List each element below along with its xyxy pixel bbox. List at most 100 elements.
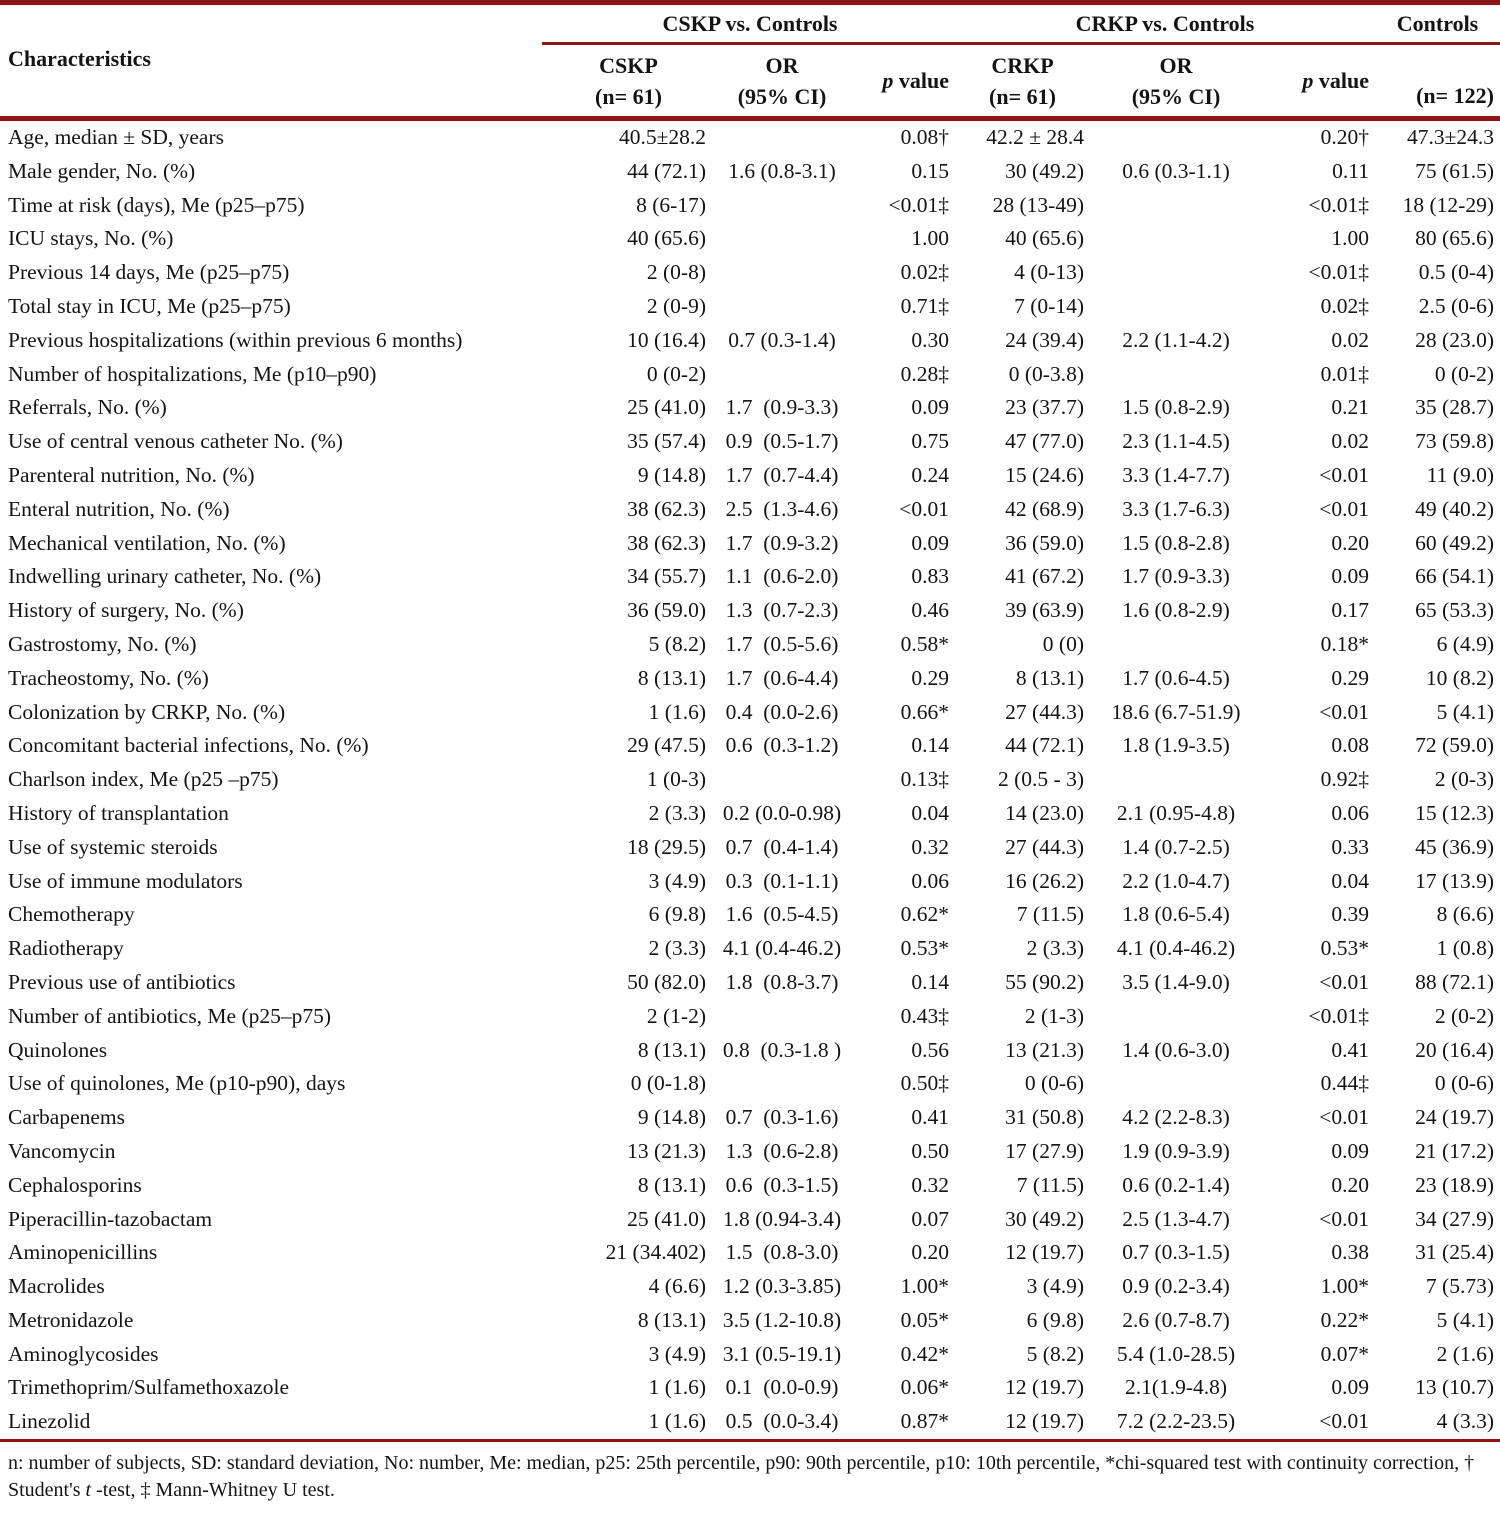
cell-label: Quinolones (8, 1037, 108, 1062)
cell-crkp_p: 0.06 (1331, 800, 1369, 825)
cell-crkp_n: 30 (49.2) (1005, 158, 1084, 183)
cell-crkp_or (1090, 763, 1262, 797)
cell-cskp_or (712, 256, 852, 290)
cell-crkp_n: 4 (0-13) (1014, 260, 1084, 285)
cell-cskp_or (712, 290, 852, 324)
p2-label: p value (1262, 65, 1369, 96)
cell-cskp_p: 0.87* (900, 1409, 949, 1434)
cell-crkp_n: 24 (39.4) (1005, 327, 1084, 352)
cell-crkp_p: 0.39 (1331, 902, 1369, 927)
cell-cskp_n: 40 (65.6) (627, 226, 706, 251)
table-row: Male gender, No. (%) 44 (72.1) 1.6 (0.8-3.… (0, 155, 1500, 189)
cell-cskp_n: 40.5±28.2 (618, 125, 706, 149)
cell-cskp_or: 1.7 (0.6-4.4) (725, 665, 839, 690)
cell-label: Vancomycin (8, 1138, 116, 1163)
cell-controls: 24 (19.7) (1415, 1105, 1494, 1130)
or2-line1: OR (1159, 52, 1193, 78)
cell-cskp_p: 0.46 (911, 598, 949, 623)
cell-label: Total stay in ICU, Me (p25–p75) (8, 293, 291, 318)
cell-cskp_n: 2 (0-9) (646, 293, 706, 318)
cell-label: Referrals, No. (%) (8, 395, 167, 420)
cell-cskp_n: 44 (72.1) (627, 158, 706, 183)
cell-label: Indwelling urinary catheter, No. (%) (8, 564, 322, 589)
footnote: n: number of subjects, SD: standard devi… (0, 1442, 1500, 1514)
cell-crkp_or: 1.7 (0.9-3.3) (1122, 564, 1230, 589)
cell-controls: 2 (0-2) (1434, 1003, 1494, 1028)
cell-cskp_p: 0.66* (900, 699, 949, 724)
cell-crkp_or: 2.2 (1.0-4.7) (1122, 868, 1230, 893)
cell-crkp_n: 2 (0.5 - 3) (998, 767, 1084, 792)
cell-crkp_p: <0.01‡ (1308, 1003, 1369, 1028)
cell-crkp_or (1090, 256, 1262, 290)
cell-controls: 45 (36.9) (1415, 834, 1494, 859)
cell-cskp_p: 0.08† (900, 125, 949, 149)
cell-crkp_or: 2.2 (1.1-4.2) (1122, 327, 1230, 352)
cell-crkp_or: 3.3 (1.7-6.3) (1122, 496, 1230, 521)
cell-cskp_or: 0.8 (0.3-1.8 ) (722, 1037, 842, 1062)
cell-controls: 2 (0-3) (1434, 767, 1494, 792)
cell-cskp_p: 0.07 (911, 1206, 949, 1231)
cell-crkp_n: 0 (0) (1042, 631, 1084, 656)
cell-cskp_n: 4 (6.6) (648, 1274, 706, 1299)
cell-controls: 6 (4.9) (1436, 631, 1494, 656)
cell-crkp_p: 0.33 (1331, 834, 1369, 859)
cell-cskp_or: 2.5 (1.3-4.6) (725, 496, 839, 521)
cell-crkp_p: <0.01 (1319, 462, 1369, 487)
cell-crkp_or (1090, 222, 1262, 256)
cell-crkp_p: 0.21 (1331, 395, 1369, 420)
cell-cskp_p: 0.28‡ (900, 361, 949, 386)
cell-label: Metronidazole (8, 1307, 134, 1332)
cell-crkp_p: 0.44‡ (1320, 1071, 1369, 1096)
table-row: Trimethoprim/Sulfamethoxazole 1 (1.6) 0.1 … (0, 1371, 1500, 1405)
cell-cskp_or: 1.8 (0.94-3.4) (722, 1206, 842, 1231)
crkp-line2: (n= 61) (989, 83, 1056, 109)
cell-crkp_or: 1.9 (0.9-3.9) (1122, 1138, 1230, 1163)
cell-crkp_p: 0.20 (1331, 1172, 1369, 1197)
table-row: Use of quinolones, Me (p10-p90), days 0 (… (0, 1067, 1500, 1101)
cell-label: Concomitant bacterial infections, No. (%… (8, 733, 369, 758)
cell-controls: 2.5 (0-6) (1418, 293, 1494, 318)
cell-cskp_or (712, 121, 852, 155)
table-row: Time at risk (days), Me (p25–p75) 8 (6-17… (0, 189, 1500, 223)
cell-controls: 65 (53.3) (1415, 598, 1494, 623)
cell-label: Chemotherapy (8, 902, 135, 927)
cell-label: Gastrostomy, No. (%) (8, 631, 197, 656)
cell-cskp_p: 0.83 (911, 564, 949, 589)
cell-cskp_or: 3.5 (1.2-10.8) (722, 1307, 842, 1332)
cell-cskp_n: 35 (57.4) (627, 429, 706, 454)
cell-crkp_or (1090, 628, 1262, 662)
cell-cskp_p: 0.20 (911, 1240, 949, 1265)
cell-controls: 0 (0-2) (1434, 361, 1494, 386)
cell-controls: 5 (4.1) (1436, 699, 1494, 724)
p1-label: p value (852, 65, 949, 96)
cell-crkp_or: 2.5 (1.3-4.7) (1122, 1206, 1230, 1231)
cell-cskp_n: 8 (13.1) (637, 1172, 706, 1197)
cell-cskp_or (712, 1000, 852, 1034)
cell-cskp_or: 0.1 (0.0-0.9) (725, 1375, 839, 1400)
table-row: Previous use of antibiotics 50 (82.0) 1.8 … (0, 966, 1500, 1000)
cell-crkp_or (1090, 1067, 1262, 1101)
table-row: Colonization by CRKP, No. (%) 1 (1.6) 0.4 … (0, 696, 1500, 730)
cell-crkp_p: 0.29 (1331, 665, 1369, 690)
cell-crkp_p: 0.53* (1320, 936, 1369, 961)
cell-controls: 35 (28.7) (1415, 395, 1494, 420)
cell-crkp_p: 1.00 (1331, 226, 1369, 251)
cell-crkp_n: 12 (19.7) (1005, 1409, 1084, 1434)
cell-cskp_n: 29 (47.5) (627, 733, 706, 758)
top-rule (0, 0, 1500, 5)
cell-crkp_p: 0.41 (1331, 1037, 1369, 1062)
characteristics-header: Characteristics (8, 46, 151, 71)
cell-cskp_p: 0.32 (911, 1172, 949, 1197)
cell-cskp_or: 1.8 (0.8-3.7) (725, 969, 839, 994)
footnote-rule (0, 1439, 1500, 1443)
table-row: Number of antibiotics, Me (p25–p75) 2 (1-… (0, 1000, 1500, 1034)
cell-controls: 75 (61.5) (1415, 158, 1494, 183)
cell-controls: 72 (59.0) (1415, 733, 1494, 758)
cell-cskp_p: 0.43‡ (900, 1003, 949, 1028)
p2-italic: p (1302, 68, 1314, 93)
p1-italic: p (882, 68, 894, 93)
cell-cskp_n: 38 (62.3) (627, 530, 706, 555)
subheader-row: CSKP (n= 61) OR (95% CI) p value CRKP (n… (0, 45, 1500, 116)
cell-cskp_or: 0.6 (0.3-1.2) (725, 733, 839, 758)
cell-crkp_or: 2.1(1.9-4.8) (1124, 1375, 1228, 1400)
